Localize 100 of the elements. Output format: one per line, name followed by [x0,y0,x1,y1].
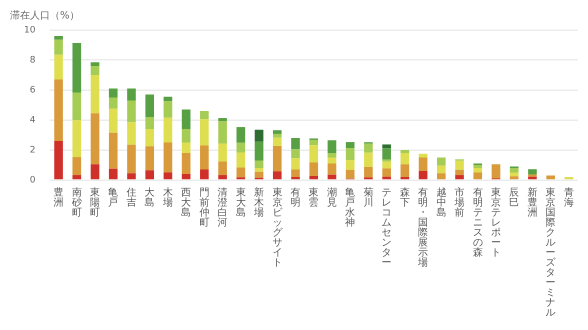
bar [328,153,336,158]
bar [164,96,172,102]
bar [182,142,190,153]
bar [272,130,282,134]
bar [200,170,209,180]
bar [127,122,136,145]
bar [473,165,482,168]
bar [346,148,355,160]
bar [90,113,100,164]
bar [164,118,172,142]
y-tick-label: 4 [30,115,36,126]
bar [145,117,154,129]
bar [54,40,63,55]
bar [72,92,82,120]
x-tick-label: 亀戸水神 [345,186,356,229]
y-tick-label: 10 [24,25,36,36]
bar [328,164,336,175]
bar [546,176,555,180]
bar [528,174,537,177]
bar [72,175,82,180]
y-tick-label: 0 [30,175,36,186]
bar [291,158,300,170]
x-tick-label: 門前仲町 [199,188,210,229]
bar [182,110,190,129]
bar [218,175,227,180]
bar [328,140,336,153]
y-tick-label: 8 [30,55,36,66]
bar [164,172,172,180]
x-tick-label: 新木場 [253,186,264,219]
x-tick-label: 有明・国際展示場 [417,186,428,269]
bar [254,168,264,172]
bar [309,145,318,162]
bar [528,169,537,174]
bar [127,100,136,122]
x-tick-label: 青海 [564,186,574,209]
bar [382,144,391,148]
bar [455,170,464,176]
bar [364,166,373,178]
bar [510,172,519,176]
bar [328,174,336,180]
x-tick-label: 菊川 [363,186,374,209]
bar [108,98,118,109]
bar [272,171,282,180]
bar [236,127,246,143]
bar [218,121,227,144]
bar [492,164,500,178]
bar [218,118,227,122]
bar [364,152,373,167]
x-tick-label: 辰巳 [509,188,520,209]
bar [90,66,100,75]
x-tick-label: 東京テレポート [490,186,501,259]
bar [455,175,464,180]
x-tick-label: 市場前 [454,186,465,219]
bar [455,160,464,170]
x-tick-label: 大島 [144,186,155,209]
bar [436,173,446,180]
bar [236,168,246,178]
bar [108,168,118,180]
x-tick-label: 森下 [400,186,410,209]
y-axis-title: 滞在人口（%） [10,10,80,22]
bar [510,168,519,172]
x-tick-label: 有明 [290,186,300,209]
bar [346,142,355,148]
x-tick-label: 潮見 [326,186,337,209]
bar [54,141,63,180]
x-tick-label: 東京ビッグサイト [272,186,284,269]
bar [108,132,118,169]
bar [182,174,190,180]
bar [254,130,264,142]
x-tick-label: 清澄白河 [218,186,228,229]
x-tick-label: 東陽町 [90,186,100,219]
bar [127,88,136,100]
bar [510,176,519,180]
bar [200,111,209,120]
bar [436,158,446,166]
bar [346,170,355,179]
bar [72,43,82,93]
bar [90,75,100,114]
bar [382,176,391,180]
bar [382,168,391,177]
bar [309,140,318,146]
bar [254,142,264,160]
bar [127,144,136,174]
bar [108,88,118,98]
bar [418,154,428,158]
bar [90,164,100,180]
bar [272,146,282,172]
y-tick-label: 2 [30,145,36,156]
x-tick-label: テレコムセンター [382,188,392,269]
x-tick-label: 有明テニスの森 [472,186,483,259]
bar [272,138,282,146]
bar [54,36,63,40]
bar [54,54,63,80]
bar [200,119,209,146]
bar [418,171,428,180]
bar [164,101,172,118]
bar [382,162,391,168]
bar [182,129,190,142]
x-tick-label: 住吉 [126,188,136,209]
bar [182,153,190,174]
